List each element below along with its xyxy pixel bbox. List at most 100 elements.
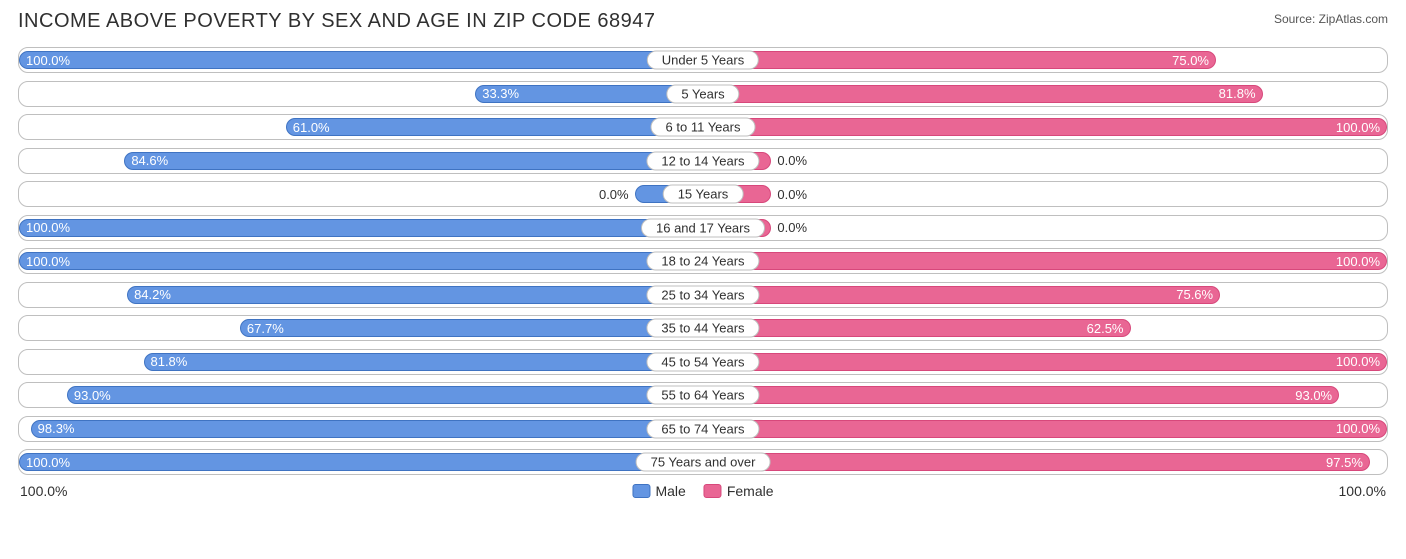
male-value: 61.0% (286, 115, 330, 139)
male-value: 100.0% (19, 249, 70, 273)
female-half: 93.0% (703, 383, 1387, 407)
category-label: 12 to 14 Years (646, 151, 759, 170)
male-half: 100.0% (19, 216, 703, 240)
category-label: 35 to 44 Years (646, 319, 759, 338)
male-half: 81.8% (19, 350, 703, 374)
female-bar (703, 118, 1387, 136)
category-label: 55 to 64 Years (646, 386, 759, 405)
female-bar (703, 51, 1216, 69)
male-bar (286, 118, 703, 136)
male-half: 93.0% (19, 383, 703, 407)
male-value: 0.0% (599, 182, 635, 206)
female-half: 0.0% (703, 149, 1387, 173)
male-bar (19, 252, 703, 270)
female-bar (703, 252, 1387, 270)
female-bar (703, 85, 1263, 103)
chart-title: INCOME ABOVE POVERTY BY SEX AND AGE IN Z… (18, 10, 655, 33)
male-value: 100.0% (19, 216, 70, 240)
male-bar (19, 51, 703, 69)
male-half: 33.3% (19, 82, 703, 106)
male-half: 100.0% (19, 249, 703, 273)
female-value: 75.0% (1172, 48, 1216, 72)
male-half: 98.3% (19, 417, 703, 441)
male-bar (19, 219, 703, 237)
female-half: 100.0% (703, 417, 1387, 441)
female-half: 100.0% (703, 249, 1387, 273)
male-half: 84.2% (19, 283, 703, 307)
chart-row: 84.2%75.6%25 to 34 Years (18, 282, 1388, 308)
male-bar (124, 152, 703, 170)
female-value: 100.0% (1336, 249, 1387, 273)
male-swatch (632, 484, 650, 498)
category-label: 18 to 24 Years (646, 252, 759, 271)
female-value: 0.0% (771, 216, 807, 240)
female-value: 0.0% (771, 149, 807, 173)
chart-row: 100.0% 97.5% 75 Years and over (18, 449, 1388, 475)
male-value: 84.2% (127, 283, 171, 307)
chart-row: 33.3% 81.8% 5 Years (18, 81, 1388, 107)
female-value: 100.0% (1336, 350, 1387, 374)
female-value: 100.0% (1336, 417, 1387, 441)
male-value: 81.8% (143, 350, 187, 374)
legend: Male Female (632, 483, 773, 499)
category-label: 75 Years and over (636, 453, 771, 472)
male-bar (240, 319, 703, 337)
female-bar (703, 286, 1220, 304)
x-axis: 100.0% Male Female 100.0% (18, 483, 1388, 499)
male-value: 100.0% (19, 48, 70, 72)
female-bar (703, 453, 1370, 471)
category-label: 16 and 17 Years (641, 218, 765, 237)
female-value: 75.6% (1176, 283, 1220, 307)
category-label: 45 to 54 Years (646, 352, 759, 371)
chart-header: INCOME ABOVE POVERTY BY SEX AND AGE IN Z… (18, 10, 1388, 33)
chart-row: 81.8% 100.0% 45 to 54 Years (18, 349, 1388, 375)
male-value: 100.0% (19, 450, 70, 474)
female-value: 81.8% (1219, 82, 1263, 106)
male-half: 0.0% (19, 182, 703, 206)
diverging-bar-chart: 100.0% 75.0% Under 5 Years 33.3% 81.8% 5 Year… (18, 47, 1388, 475)
male-value: 33.3% (475, 82, 519, 106)
category-label: 65 to 74 Years (646, 419, 759, 438)
female-value: 0.0% (771, 182, 807, 206)
legend-male: Male (632, 483, 685, 499)
female-half: 0.0% (703, 182, 1387, 206)
female-half: 75.6% (703, 283, 1387, 307)
axis-left-label: 100.0% (20, 483, 67, 499)
male-bar (31, 420, 703, 438)
female-half: 97.5% (703, 450, 1387, 474)
legend-female-label: Female (727, 483, 774, 499)
female-half: 75.0% (703, 48, 1387, 72)
male-value: 84.6% (124, 149, 168, 173)
category-label: 15 Years (663, 185, 744, 204)
male-bar (19, 453, 703, 471)
chart-row: 93.0% 93.0% 55 to 64 Years (18, 382, 1388, 408)
axis-right-label: 100.0% (1339, 483, 1386, 499)
male-bar (127, 286, 703, 304)
female-half: 100.0% (703, 350, 1387, 374)
male-value: 93.0% (67, 383, 111, 407)
female-bar (703, 319, 1131, 337)
category-label: 6 to 11 Years (651, 118, 756, 137)
female-bar (703, 386, 1339, 404)
female-value: 97.5% (1326, 450, 1370, 474)
female-half: 100.0% (703, 115, 1387, 139)
female-bar (703, 420, 1387, 438)
chart-row: 98.3% 100.0% 65 to 74 Years (18, 416, 1388, 442)
category-label: 5 Years (666, 84, 739, 103)
male-half: 67.7% (19, 316, 703, 340)
male-half: 100.0% (19, 48, 703, 72)
category-label: Under 5 Years (647, 51, 759, 70)
male-half: 84.6% (19, 149, 703, 173)
male-value: 67.7% (240, 316, 284, 340)
female-half: 0.0% (703, 216, 1387, 240)
female-half: 62.5% (703, 316, 1387, 340)
chart-row: 61.0% 100.0%6 to 11 Years (18, 114, 1388, 140)
male-value: 98.3% (31, 417, 75, 441)
chart-source: Source: ZipAtlas.com (1274, 12, 1388, 26)
female-value: 93.0% (1295, 383, 1339, 407)
female-value: 62.5% (1087, 316, 1131, 340)
male-half: 61.0% (19, 115, 703, 139)
chart-row: 100.0% 75.0% Under 5 Years (18, 47, 1388, 73)
legend-male-label: Male (655, 483, 685, 499)
female-half: 81.8% (703, 82, 1387, 106)
